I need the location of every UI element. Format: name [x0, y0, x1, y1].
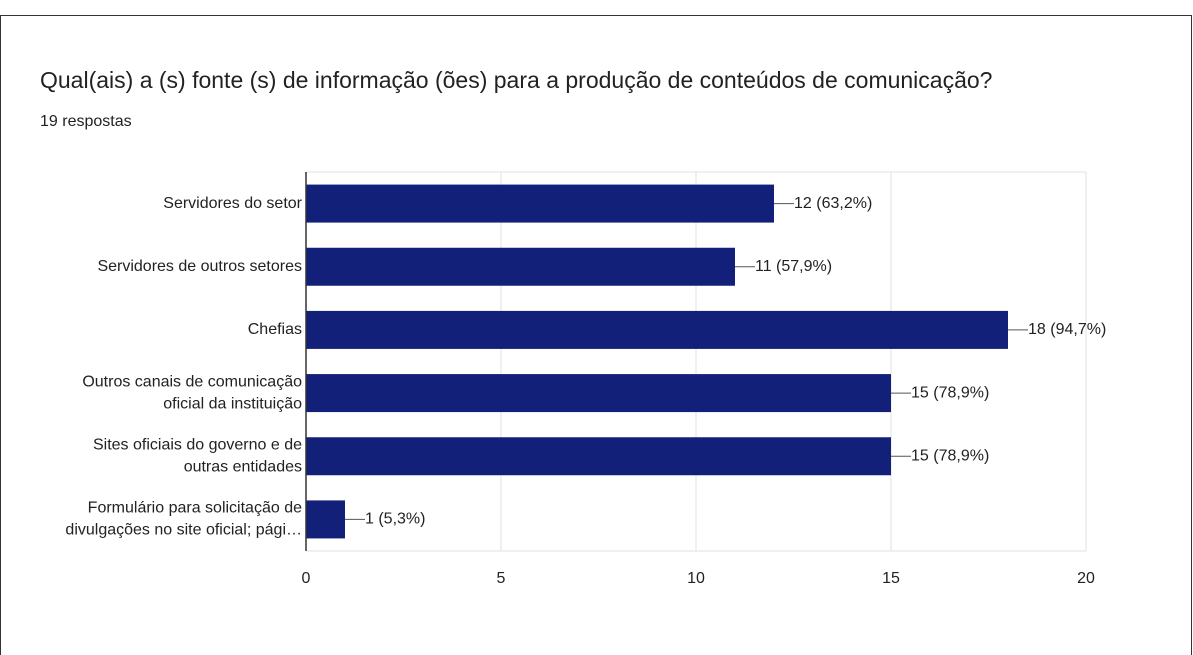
x-tick-label: 10	[687, 570, 705, 587]
y-tick-label: divulgações no site oficial; pági…	[65, 522, 302, 539]
y-tick-label: outras entidades	[184, 458, 302, 475]
y-tick-label: Chefias	[248, 321, 302, 338]
y-tick-label: Outros canais de comunicação	[82, 373, 302, 390]
y-tick-label: oficial da instituição	[163, 395, 302, 412]
chart-subtitle: 19 respostas	[40, 113, 132, 130]
x-tick-label: 0	[302, 570, 311, 587]
bar	[306, 437, 891, 476]
bar	[306, 374, 891, 413]
value-label: 15 (78,9%)	[911, 447, 989, 464]
value-label: 15 (78,9%)	[911, 384, 989, 401]
y-tick-label: Formulário para solicitação de	[88, 500, 302, 517]
x-tick-label: 5	[497, 570, 506, 587]
value-label: 11 (57,9%)	[755, 258, 832, 275]
value-label: 1 (5,3%)	[365, 511, 425, 528]
x-tick-label: 15	[882, 570, 900, 587]
y-tick-label: Sites oficiais do governo e de	[93, 436, 302, 453]
value-label: 12 (63,2%)	[794, 195, 872, 212]
chart-title: Qual(ais) a (s) fonte (s) de informação …	[40, 67, 992, 93]
x-tick-label: 20	[1077, 570, 1095, 587]
y-tick-label: Servidores do setor	[163, 195, 302, 212]
frame	[0, 15, 1192, 655]
bar	[306, 184, 774, 223]
bar	[306, 310, 1008, 349]
bar	[306, 500, 345, 539]
y-tick-label: Servidores de outros setores	[97, 258, 302, 275]
bar	[306, 247, 735, 286]
value-label: 18 (94,7%)	[1028, 321, 1106, 338]
